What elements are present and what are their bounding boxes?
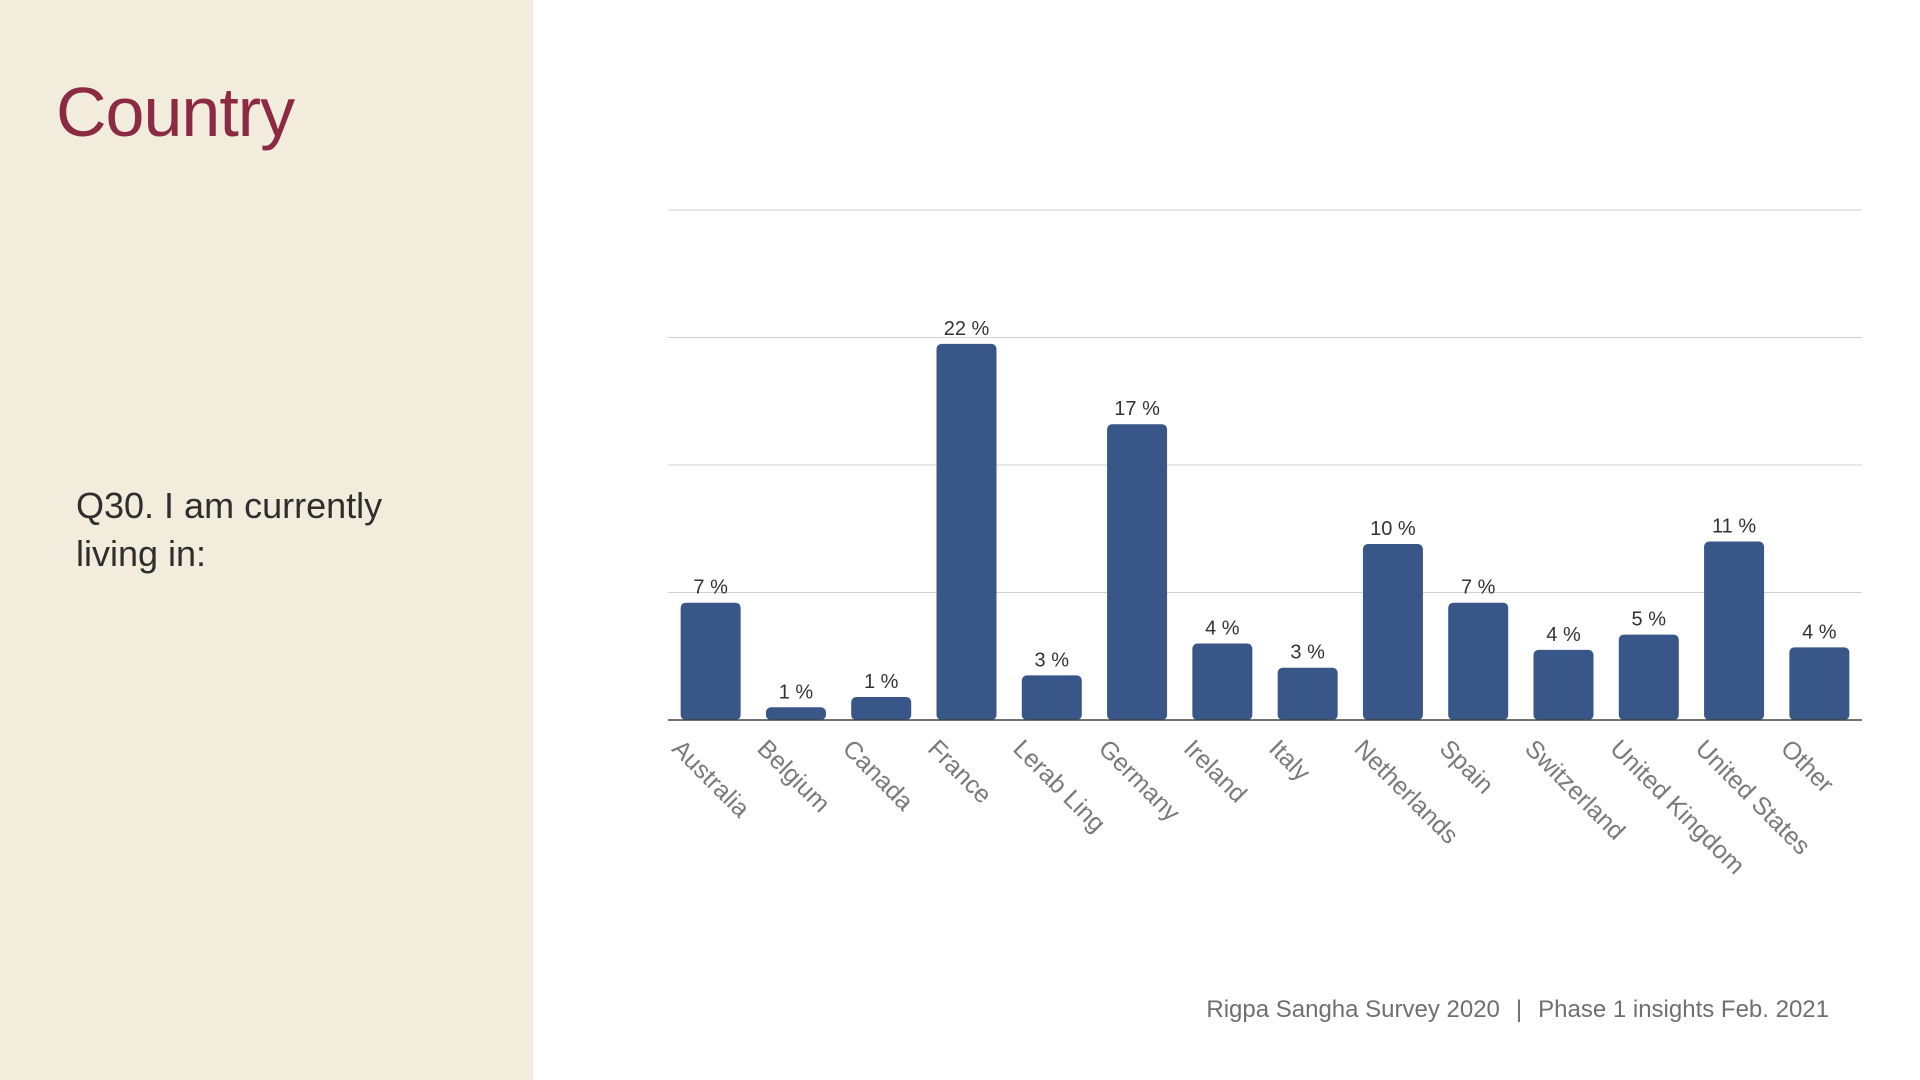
value-label: 7 % [1461, 577, 1496, 599]
value-label: 3 % [1290, 642, 1325, 664]
bar-italy [1277, 667, 1338, 720]
bar-spain [1448, 602, 1509, 720]
value-label: 22 % [944, 318, 990, 340]
value-label: 4 % [1546, 624, 1581, 646]
footer-survey-name: Rigpa Sangha Survey 2020 [1206, 996, 1500, 1023]
bar-australia [680, 602, 741, 720]
category-label: France [922, 734, 997, 809]
question-text: Q30. I am currently living in: [76, 485, 383, 574]
category-label: Australia [666, 734, 755, 823]
value-label: 11 % [1712, 516, 1756, 538]
category-label: Belgium [752, 734, 836, 818]
footer-phase-info: Phase 1 insights Feb. 2021 [1538, 996, 1829, 1023]
category-label: Canada [837, 734, 919, 816]
bar-switzerland [1533, 649, 1594, 720]
category-label: Spain [1434, 734, 1499, 799]
category-label: Lerab Ling [1008, 734, 1111, 837]
bar-ireland [1192, 643, 1253, 720]
bar-canada [851, 697, 912, 720]
value-label: 4 % [1205, 618, 1240, 640]
value-label: 7 % [693, 577, 728, 599]
bar-lerab-ling [1021, 675, 1082, 720]
left-panel: Country Q30. I am currently living in: [0, 0, 533, 1080]
bar-france [936, 343, 997, 720]
value-label: 5 % [1632, 609, 1667, 631]
bar-united-states [1704, 541, 1765, 720]
category-label: Italy [1263, 734, 1316, 787]
value-label: 17 % [1114, 398, 1160, 420]
value-label: 4 % [1802, 621, 1837, 643]
bar-germany [1107, 424, 1168, 720]
bar-belgium [765, 707, 826, 720]
bar-united-kingdom [1618, 634, 1679, 720]
footer-separator: | [1515, 996, 1523, 1023]
value-label: 1 % [779, 681, 814, 703]
bar-netherlands [1362, 544, 1423, 720]
category-label: Ireland [1178, 734, 1252, 808]
category-label: Other [1775, 734, 1839, 798]
footer: Rigpa Sangha Survey 2020 | Phase 1 insight… [1206, 996, 1829, 1024]
value-label: 3 % [1035, 649, 1070, 671]
value-label: 1 % [864, 671, 899, 693]
bar-other [1789, 647, 1850, 720]
value-label: 10 % [1370, 518, 1416, 540]
slide-title: Country [56, 73, 295, 151]
